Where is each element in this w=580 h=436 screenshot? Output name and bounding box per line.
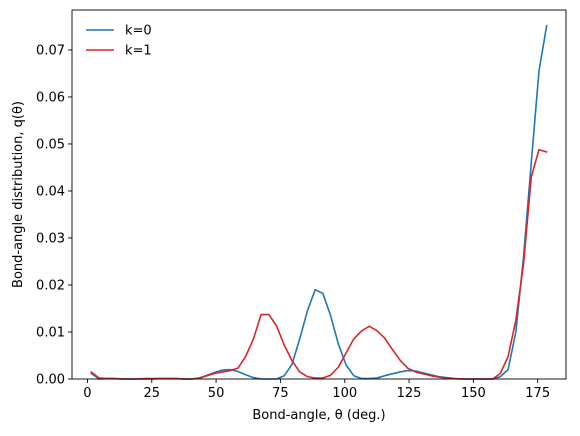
y-tick-label: 0.00 <box>36 373 65 388</box>
y-tick-label: 0.04 <box>36 184 65 199</box>
legend-label-k=0: k=0 <box>125 24 152 39</box>
x-tick-label: 75 <box>272 386 289 401</box>
series-line-k=1 <box>90 148 548 380</box>
y-tick-label: 0.02 <box>36 278 65 293</box>
y-axis-label: Bond-angle distribution, q(θ) <box>11 101 26 288</box>
plot-frame <box>71 9 567 380</box>
x-axis-label: Bond-angle, θ (deg.) <box>252 408 385 423</box>
legend: k=0k=1 <box>86 24 152 59</box>
x-tick-label: 50 <box>208 386 225 401</box>
x-tick-label: 150 <box>461 386 486 401</box>
x-tick-label: 175 <box>525 386 550 401</box>
series-line-k=0 <box>90 24 548 380</box>
x-tick-label: 100 <box>332 386 357 401</box>
y-tick-label: 0.05 <box>36 137 65 152</box>
y-tick-label: 0.07 <box>36 43 65 58</box>
x-tick-label: 125 <box>397 386 422 401</box>
x-tick-label: 0 <box>83 386 91 401</box>
y-axis: 0.00 0.01 0.02 0.03 0.04 0.05 0.06 0.07 <box>36 43 72 388</box>
x-axis: 0 25 50 75 100 125 150 175 <box>83 379 550 401</box>
legend-label-k=1: k=1 <box>125 44 152 59</box>
y-tick-label: 0.03 <box>36 231 65 246</box>
plot-area <box>71 9 567 380</box>
y-tick-label: 0.06 <box>36 90 65 105</box>
x-tick-label: 25 <box>143 386 160 401</box>
y-tick-label: 0.01 <box>36 325 65 340</box>
